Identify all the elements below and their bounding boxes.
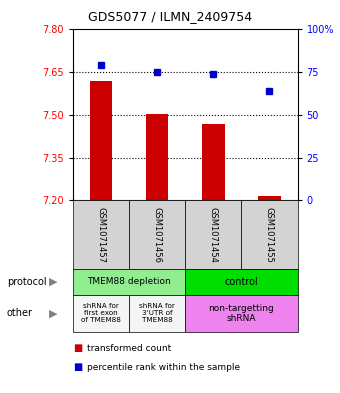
Bar <box>146 114 169 200</box>
Text: shRNA for
first exon
of TMEM88: shRNA for first exon of TMEM88 <box>81 303 121 323</box>
Text: ■: ■ <box>73 362 82 372</box>
Bar <box>258 196 280 200</box>
Text: protocol: protocol <box>7 277 47 287</box>
Text: percentile rank within the sample: percentile rank within the sample <box>87 363 240 372</box>
Text: GSM1071456: GSM1071456 <box>153 207 162 263</box>
Text: TMEM88 depletion: TMEM88 depletion <box>87 277 171 286</box>
Text: ■: ■ <box>73 343 82 353</box>
Text: GSM1071457: GSM1071457 <box>97 207 106 263</box>
Text: GDS5077 / ILMN_2409754: GDS5077 / ILMN_2409754 <box>88 10 252 23</box>
Text: GSM1071454: GSM1071454 <box>209 207 218 263</box>
Text: non-targetting
shRNA: non-targetting shRNA <box>208 304 274 323</box>
Bar <box>202 123 224 200</box>
Text: other: other <box>7 309 33 318</box>
Text: transformed count: transformed count <box>87 344 172 353</box>
Text: ▶: ▶ <box>49 277 58 287</box>
Text: GSM1071455: GSM1071455 <box>265 207 274 263</box>
Bar <box>90 81 112 200</box>
Text: control: control <box>224 277 258 287</box>
Text: ▶: ▶ <box>49 309 58 318</box>
Text: shRNA for
3'UTR of
TMEM88: shRNA for 3'UTR of TMEM88 <box>139 303 175 323</box>
